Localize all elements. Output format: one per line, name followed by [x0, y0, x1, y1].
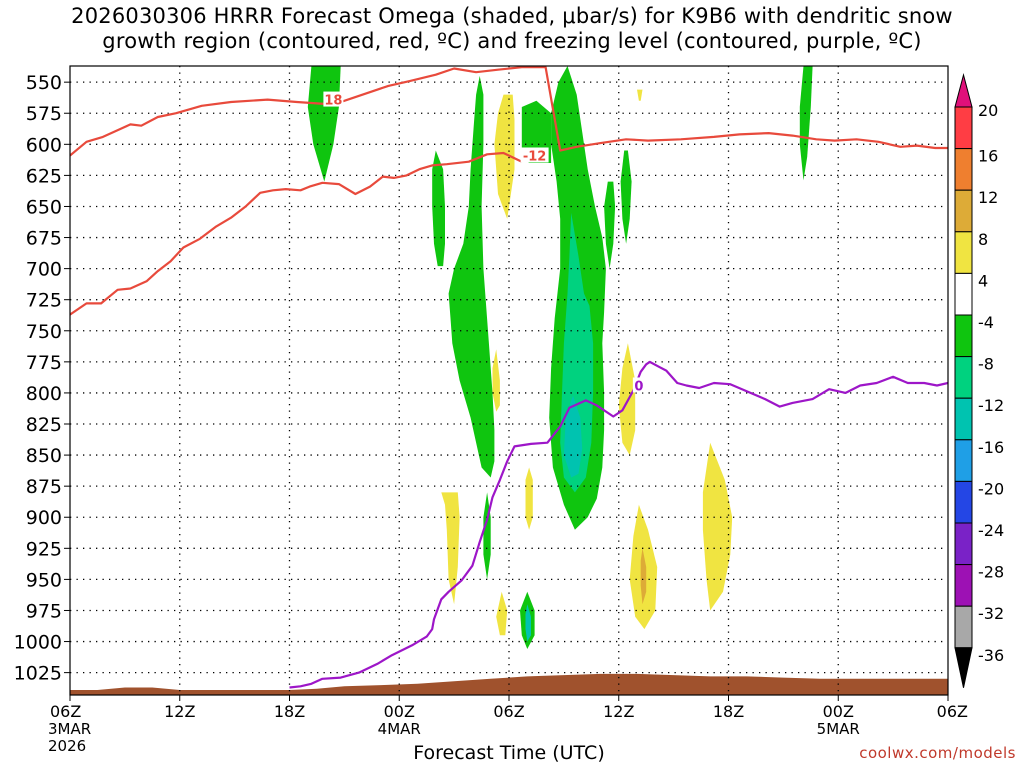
- chart-title-line-1: 2026030306 HRRR Forecast Omega (shaded, …: [71, 4, 953, 28]
- y-tick-label-875: 875: [26, 476, 62, 498]
- colorbar-label-7: -12: [978, 396, 1004, 415]
- colorbar-segment-7: [954, 397, 973, 441]
- y-tick-label-925: 925: [26, 538, 62, 560]
- colorbar-bottom-arrow: [954, 647, 973, 688]
- chart-title-line-2: growth region (contoured, red, ºC) and f…: [102, 29, 922, 53]
- x-tick-label-0: 06Z: [50, 702, 81, 721]
- y-tick-label-725: 725: [26, 290, 62, 312]
- omega-region-3: [448, 75, 495, 478]
- colorbar-label-3: 8: [978, 230, 988, 249]
- colorbar-top-arrow: [954, 73, 973, 108]
- colorbar-segment-9: [954, 480, 973, 524]
- contour-label-bg-0: [323, 91, 344, 107]
- colorbar-label-11: -28: [978, 563, 1004, 582]
- y-tick-label-1000: 1000: [14, 632, 62, 654]
- x-date-label-0: 3MAR: [48, 720, 91, 738]
- colorbar-label-5: -4: [978, 313, 994, 332]
- x-year-label-0: 2026: [48, 737, 86, 755]
- omega-region-2: [432, 150, 445, 267]
- y-tick-label-675: 675: [26, 228, 62, 250]
- colorbar-label-1: 16: [978, 147, 998, 166]
- omega-region-9: [604, 181, 616, 269]
- omega-region-1: [799, 66, 813, 181]
- x-tick-label-7: 00Z: [823, 702, 854, 721]
- omega-region-20: [496, 591, 508, 636]
- omega-region-11: [637, 89, 643, 101]
- y-tick-label-825: 825: [26, 414, 62, 436]
- y-tick-label-650: 650: [26, 196, 62, 218]
- freezing-level-contour: [289, 360, 948, 689]
- omega-region-14: [441, 492, 460, 605]
- omega-region-7: [563, 395, 583, 478]
- y-tick-label-575: 575: [26, 103, 62, 125]
- omega-region-10: [620, 150, 632, 244]
- y-tick-label-550: 550: [26, 72, 62, 94]
- colorbar-segment-2: [954, 189, 973, 233]
- colorbar-label-10: -24: [978, 521, 1004, 540]
- x-date-label-7: 5MAR: [817, 720, 860, 738]
- omega-region-12: [618, 343, 636, 456]
- credit-link[interactable]: coolwx.com/models: [859, 744, 1016, 762]
- colorbar-segment-6: [954, 356, 973, 399]
- y-tick-label-900: 900: [26, 507, 62, 529]
- colorbar-segment-4: [954, 272, 973, 316]
- x-tick-label-5: 12Z: [603, 702, 634, 721]
- x-tick-label-6: 18Z: [713, 702, 744, 721]
- colorbar-segment-0: [954, 106, 973, 150]
- omega-region-22: [525, 604, 531, 642]
- y-tick-label-625: 625: [26, 165, 62, 187]
- colorbar-label-8: -16: [978, 438, 1004, 457]
- y-tick-label-850: 850: [26, 445, 62, 467]
- y-tick-label-600: 600: [26, 134, 62, 156]
- omega-region-8: [521, 100, 552, 163]
- y-tick-label-800: 800: [26, 383, 62, 405]
- dgz-contour-lower: [70, 151, 523, 316]
- x-date-label-3: 4MAR: [378, 720, 421, 738]
- contour-label-2: 0: [634, 379, 643, 394]
- chart-title: 2026030306 HRRR Forecast Omega (shaded, …: [0, 4, 1024, 54]
- omega-region-16: [525, 467, 533, 530]
- colorbar-segment-3: [954, 231, 973, 274]
- colorbar-label-0: 20: [978, 101, 998, 120]
- y-tick-label-700: 700: [26, 259, 62, 281]
- colorbar-label-12: -32: [978, 604, 1004, 623]
- dgz-contour-upper: [70, 66, 948, 157]
- colorbar-label-4: 4: [978, 271, 988, 290]
- x-tick-label-1: 12Z: [164, 702, 195, 721]
- colorbar-label-2: 12: [978, 188, 998, 207]
- omega-region-18: [640, 548, 647, 605]
- y-tick-label-750: 750: [26, 321, 62, 343]
- colorbar-segment-10: [954, 522, 973, 566]
- contour-label-bg-1: [520, 147, 549, 163]
- contour-label-bg-2: [632, 377, 645, 393]
- plot-area: 18 -12 0: [70, 66, 948, 695]
- y-tick-label-775: 775: [26, 352, 62, 374]
- x-tick-label-8: 06Z: [937, 702, 968, 721]
- colorbar-segment-11: [954, 564, 973, 607]
- x-tick-label-3: 00Z: [384, 702, 415, 721]
- y-tick-label-975: 975: [26, 600, 62, 622]
- colorbar-label-13: -36: [978, 646, 1004, 665]
- x-tick-label-4: 06Z: [493, 702, 524, 721]
- y-tick-label-1025: 1025: [14, 663, 62, 685]
- y-tick-label-950: 950: [26, 569, 62, 591]
- contour-label-1: -12: [523, 150, 547, 165]
- colorbar-label-6: -8: [978, 355, 994, 374]
- omega-region-13: [492, 349, 500, 412]
- x-axis-label: Forecast Time (UTC): [413, 742, 605, 764]
- omega-region-0: [307, 66, 341, 182]
- contour-label-0: 18: [324, 94, 342, 109]
- colorbar-segment-5: [954, 314, 973, 358]
- colorbar-label-9: -20: [978, 479, 1004, 498]
- colorbar-segment-1: [954, 148, 973, 191]
- colorbar-segment-12: [954, 605, 973, 649]
- x-tick-label-2: 18Z: [274, 702, 305, 721]
- colorbar-segment-8: [954, 439, 973, 482]
- omega-region-19: [702, 442, 733, 611]
